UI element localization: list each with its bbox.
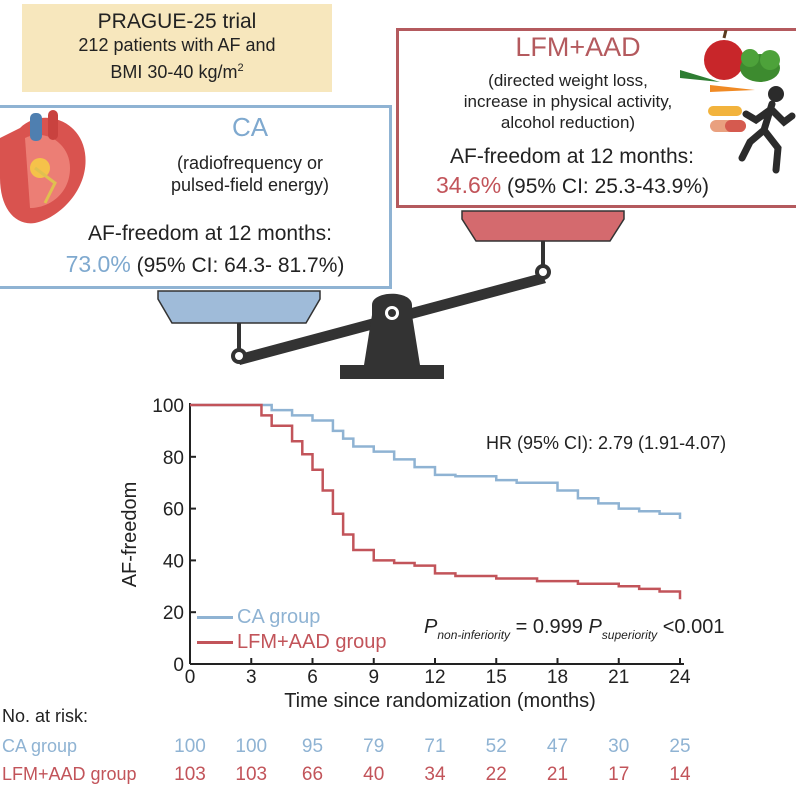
chart-series	[190, 403, 682, 600]
balance-scale-icon	[157, 210, 625, 379]
x-axis-label: Time since randomization (months)	[284, 690, 596, 712]
ca-ci: (95% CI: 64.3- 81.7%)	[130, 254, 345, 277]
p-noninf-value: = 0.999	[510, 616, 589, 638]
risk-value: 47	[546, 736, 569, 757]
ca-percentage: 73.0%	[65, 251, 131, 277]
p-label-1: P	[424, 616, 438, 638]
x-tick-label: 12	[424, 667, 445, 688]
lfm-ci: (95% CI: 25.3-43.9%)	[501, 175, 709, 198]
risk-value: 103	[235, 764, 268, 785]
lfm-icons-group	[680, 30, 796, 174]
ca-title: CA	[231, 112, 269, 142]
y-tick-label: 20	[163, 603, 184, 624]
x-tick-label: 15	[486, 667, 507, 688]
risk-value: 66	[301, 764, 324, 785]
y-tick-label: 60	[163, 500, 184, 521]
heart-icon	[0, 110, 86, 224]
runner-icon	[738, 86, 796, 174]
lfm-af-label: AF-freedom at 12 months:	[450, 145, 694, 168]
p-sup-sub: superiority	[601, 628, 658, 642]
risk-value: 52	[485, 736, 507, 757]
y-tick-label: 40	[163, 551, 184, 572]
lfm-desc-line2: increase in physical activity,	[463, 92, 673, 111]
ca-result: 73.0% (95% CI: 64.3- 81.7%)	[20, 251, 390, 278]
risk-value: 17	[608, 764, 630, 785]
y-tick-label: 100	[152, 396, 184, 417]
trial-info-box: PRAGUE-25 trial 212 patients with AF and…	[22, 4, 332, 92]
risk-row-ca-name: CA group	[2, 736, 78, 756]
x-tick-label: 3	[246, 667, 257, 688]
legend-lfm-swatch	[197, 641, 233, 645]
lfm-result: 34.6% (95% CI: 25.3-43.9%)	[400, 172, 745, 199]
series-line-ca	[190, 403, 682, 519]
y-tick-label: 0	[173, 655, 184, 676]
trial-population-line1: 212 patients with AF and	[78, 35, 276, 55]
trial-title: PRAGUE-25 trial	[97, 10, 257, 33]
risk-value: 21	[546, 764, 569, 785]
chart-axes: 0 3 6 9 12 15 18 21 24 0 20 40 60 80 100	[152, 396, 691, 688]
x-tick-label: 0	[185, 667, 196, 688]
risk-value: 79	[363, 736, 385, 757]
hazard-ratio-annotation: HR (95% CI): 2.79 (1.91-4.07)	[486, 433, 727, 453]
x-tick-label: 9	[368, 667, 379, 688]
trial-bmi-text: BMI 30-40 kg/m	[110, 62, 238, 82]
p-value-annotation: Pnon-inferiority = 0.999 Psuperiority <0…	[424, 616, 724, 642]
legend-ca-swatch	[197, 616, 233, 620]
trial-bmi-sup: 2	[237, 62, 244, 74]
x-tick-label: 6	[307, 667, 318, 688]
risk-row-lfm-name: LFM+AAD group	[2, 764, 137, 784]
ca-description: (radiofrequency or pulsed-field energy)	[120, 152, 380, 196]
ca-af-label: AF-freedom at 12 months:	[88, 222, 332, 245]
legend-lfm: LFM+AAD group	[197, 631, 387, 654]
series-line-lfm	[190, 403, 682, 600]
lfm-percentage: 34.6%	[436, 172, 502, 198]
trial-population-line2: BMI 30-40 kg/m2	[22, 57, 332, 84]
p-sup-value: <0.001	[657, 616, 725, 638]
risk-table-title: No. at risk:	[2, 706, 89, 726]
y-tick-label: 80	[163, 448, 184, 469]
risk-value: 100	[235, 736, 268, 757]
risk-value: 22	[485, 764, 507, 785]
risk-value: 34	[424, 764, 446, 785]
legend-ca: CA group	[197, 606, 320, 629]
risk-value: 30	[608, 736, 630, 757]
lfm-description: (directed weight loss, increase in physi…	[418, 70, 718, 133]
fruit-vegetable-icon	[680, 30, 780, 92]
ca-desc-line2: pulsed-field energy)	[170, 175, 330, 195]
legend-ca-label: CA group	[237, 606, 321, 628]
pills-icon	[708, 106, 746, 132]
risk-value: 25	[669, 736, 691, 757]
lfm-title: LFM+AAD	[515, 32, 641, 62]
p-label-2: P	[588, 616, 602, 638]
risk-value: 14	[669, 764, 691, 785]
lfm-desc-line3: alcohol reduction)	[500, 113, 636, 132]
legend-lfm-label: LFM+AAD group	[237, 631, 387, 653]
y-axis-label: AF-freedom	[119, 482, 141, 588]
risk-value: 40	[363, 764, 385, 785]
risk-value: 100	[174, 736, 206, 757]
x-tick-label: 24	[669, 667, 691, 688]
km-chart: 0 3 6 9 12 15 18 21 24 0 20 40 60 80 100 Time since ra…	[119, 396, 691, 712]
x-tick-label: 21	[608, 667, 629, 688]
ca-desc-line1: (radiofrequency or	[176, 153, 324, 173]
risk-value: 71	[424, 736, 446, 757]
risk-value: 103	[174, 764, 206, 785]
lfm-desc-line1: (directed weight loss,	[488, 71, 648, 90]
x-tick-label: 18	[547, 667, 568, 688]
risk-value: 95	[301, 736, 324, 757]
p-noninf-sub: non-inferiority	[437, 628, 511, 642]
